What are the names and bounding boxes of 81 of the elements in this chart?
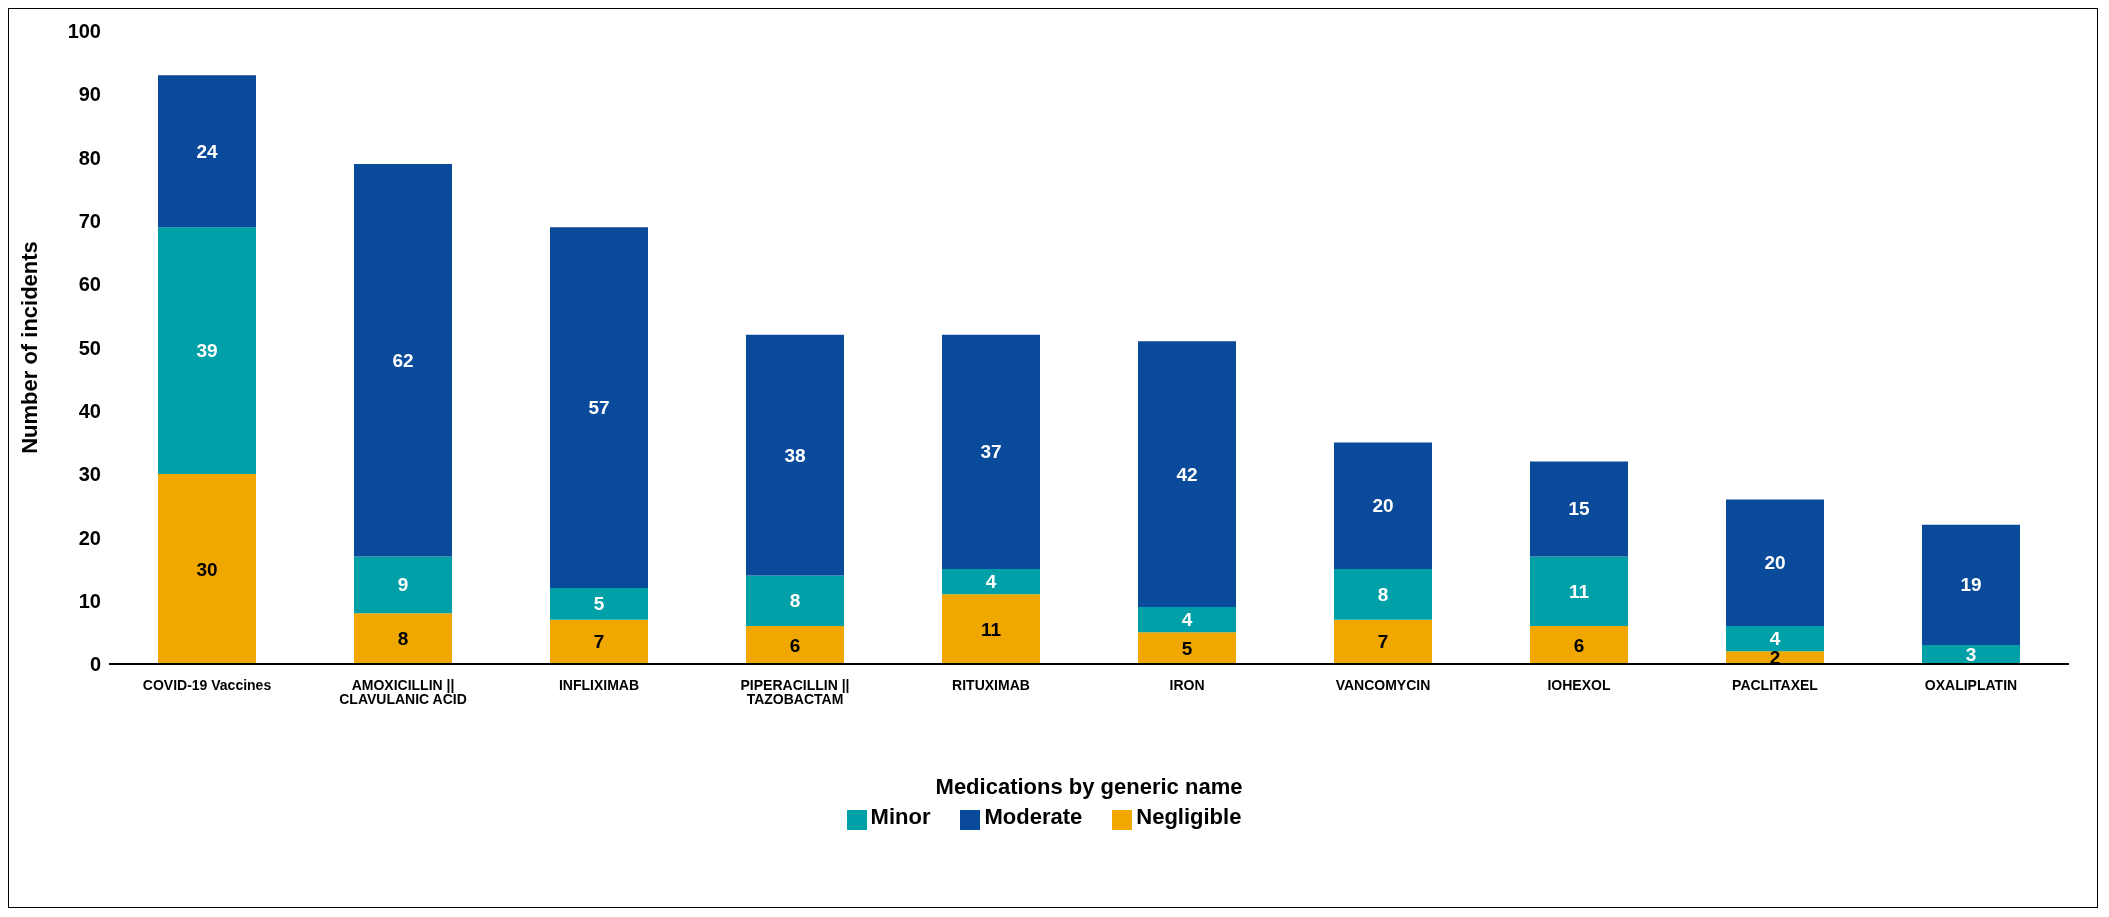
data-label: 8 [1377, 583, 1389, 605]
x-tick-label: OXALIPLATIN [1924, 676, 2018, 693]
data-label: 30 [196, 558, 218, 580]
data-label: 37 [980, 441, 1002, 463]
bar [354, 556, 452, 614]
data-label: 11 [1568, 580, 1590, 602]
bar [1726, 499, 1824, 627]
bar [1530, 556, 1628, 627]
data-label: 15 [1568, 498, 1590, 520]
data-label: 38 [784, 444, 806, 466]
data-label: 8 [789, 590, 801, 612]
y-tick-label: 70 [78, 210, 101, 232]
bar [1334, 619, 1432, 664]
y-tick-label: 80 [78, 146, 101, 169]
bar [942, 569, 1040, 595]
x-tick-label: COVID-19 Vaccines [142, 676, 272, 693]
data-label: 9 [397, 574, 409, 596]
bar [746, 626, 844, 664]
x-tick-label: IOHEXOL [1547, 676, 1611, 693]
bar [1138, 341, 1236, 608]
bar [354, 613, 452, 664]
data-label: 42 [1176, 463, 1198, 485]
x-tick-label: RITUXIMAB [952, 676, 1030, 693]
bar [1138, 607, 1236, 633]
legend-label: Negligible [1136, 804, 1242, 829]
y-tick-label: 50 [78, 336, 101, 359]
y-axis-title: Number of incidents [16, 241, 42, 454]
bar [942, 594, 1040, 664]
x-tick-label: IRON [1169, 676, 1205, 693]
x-tick-label: INFLIXIMAB [558, 676, 640, 693]
x-tick-label: PACLITAXEL [1732, 676, 1819, 693]
data-label: 4 [1181, 609, 1193, 631]
y-tick-label: 100 [67, 20, 101, 43]
data-label: 3 [1965, 644, 1977, 666]
data-label: 7 [1377, 631, 1389, 653]
y-tick-label: 40 [78, 399, 101, 422]
x-axis-title: Medications by generic name [935, 774, 1243, 799]
data-label: 39 [196, 340, 218, 362]
y-tick-label: 0 [89, 653, 101, 676]
bar [746, 334, 844, 576]
bar [354, 163, 452, 557]
data-label: 4 [1769, 628, 1781, 650]
y-tick-label: 90 [78, 83, 101, 106]
bar [550, 588, 648, 620]
bar [1530, 461, 1628, 557]
x-tick-label: PIPERACILLIN || TAZOBACTAM [740, 676, 850, 707]
data-label: 62 [392, 349, 414, 371]
y-tick-label: 60 [78, 273, 101, 296]
bar [942, 334, 1040, 570]
bar [550, 619, 648, 664]
bar [1726, 626, 1824, 652]
bar [158, 75, 256, 228]
data-label: 6 [789, 634, 801, 656]
bar [1334, 442, 1432, 570]
legend-label: Moderate [984, 804, 1083, 829]
x-tick-label: VANCOMYCIN [1335, 676, 1431, 693]
data-label: 11 [980, 618, 1002, 640]
x-tick-label: AMOXICILLIN || CLAVULANIC ACID [339, 676, 467, 707]
data-label: 20 [1764, 552, 1786, 574]
bar [1334, 569, 1432, 620]
bar [158, 474, 256, 664]
data-label: 4 [985, 571, 997, 593]
legend-label: Minor [870, 804, 931, 829]
bar [550, 227, 648, 589]
bar [1530, 626, 1628, 664]
bar [1138, 632, 1236, 664]
data-label: 8 [397, 628, 409, 650]
y-tick-label: 10 [78, 589, 101, 612]
data-label: 19 [1960, 574, 1982, 596]
data-label: 5 [1181, 637, 1193, 659]
bar [746, 575, 844, 627]
data-label: 24 [196, 140, 218, 162]
y-tick-label: 20 [78, 526, 101, 549]
bar [1922, 524, 2020, 646]
data-label: 20 [1372, 495, 1394, 517]
bar [158, 227, 256, 475]
data-label: 6 [1573, 634, 1585, 656]
data-label: 7 [593, 631, 605, 653]
data-label: 57 [588, 397, 610, 419]
y-tick-label: 30 [78, 463, 101, 486]
data-label: 5 [593, 593, 605, 615]
